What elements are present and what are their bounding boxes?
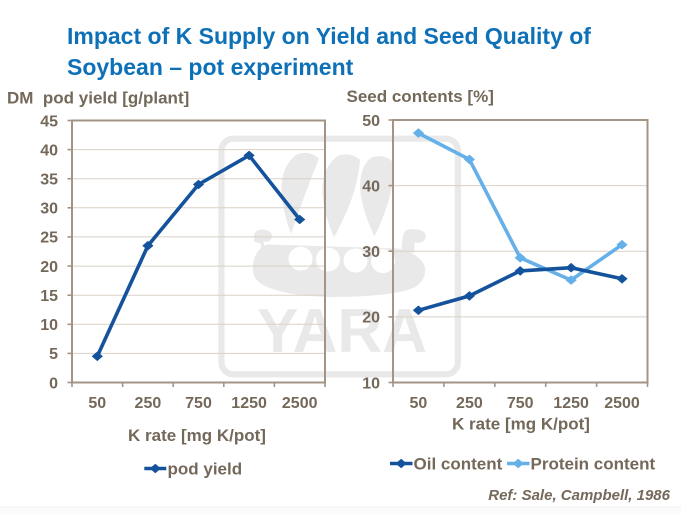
svg-text:0: 0	[49, 375, 58, 392]
svg-text:15: 15	[40, 288, 58, 305]
svg-text:40: 40	[362, 178, 380, 195]
svg-text:pod yield: pod yield	[168, 459, 243, 478]
svg-text:Seed contents [%]: Seed contents [%]	[347, 87, 494, 106]
svg-text:50: 50	[410, 395, 428, 412]
svg-text:50: 50	[88, 395, 106, 412]
svg-text:750: 750	[507, 395, 534, 412]
svg-text:45: 45	[40, 113, 58, 130]
svg-text:2500: 2500	[282, 395, 318, 412]
svg-text:750: 750	[185, 395, 212, 412]
svg-text:25: 25	[40, 230, 58, 247]
svg-text:1250: 1250	[231, 395, 267, 412]
svg-text:K rate [mg K/pot]: K rate [mg K/pot]	[452, 415, 590, 434]
svg-text:Ref: Sale, Campbell, 1986: Ref: Sale, Campbell, 1986	[488, 487, 670, 504]
svg-text:DM pod yield [g/plant]: DM pod yield [g/plant]	[7, 88, 189, 107]
svg-text:30: 30	[362, 244, 380, 261]
svg-text:5: 5	[49, 346, 58, 363]
svg-text:35: 35	[40, 172, 58, 189]
svg-text:50: 50	[362, 113, 380, 130]
svg-text:40: 40	[40, 142, 58, 159]
svg-text:1250: 1250	[553, 395, 589, 412]
svg-text:Impact of K Supply on Yield an: Impact of K Supply on Yield and Seed Qua…	[67, 23, 591, 49]
svg-text:Oil content: Oil content	[414, 454, 503, 473]
svg-text:10: 10	[40, 317, 58, 334]
svg-text:20: 20	[362, 310, 380, 327]
svg-text:250: 250	[135, 395, 162, 412]
svg-text:250: 250	[456, 395, 483, 412]
svg-text:K rate [mg K/pot]: K rate [mg K/pot]	[128, 426, 266, 445]
svg-text:20: 20	[40, 259, 58, 276]
svg-text:2500: 2500	[604, 395, 640, 412]
svg-text:30: 30	[40, 201, 58, 218]
svg-text:YARA: YARA	[257, 297, 427, 366]
svg-text:10: 10	[362, 375, 380, 392]
svg-text:Protein content: Protein content	[531, 454, 656, 473]
svg-text:Soybean – pot experiment: Soybean – pot experiment	[67, 54, 354, 80]
